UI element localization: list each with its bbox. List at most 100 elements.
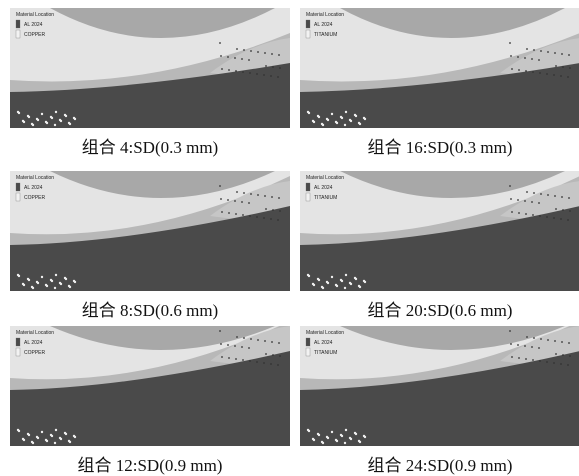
jet-particle: [234, 200, 236, 202]
jet-particle: [526, 48, 528, 50]
jet-particle: [509, 42, 511, 44]
jet-particle: [525, 70, 527, 72]
jet-particle: [221, 68, 223, 70]
jet-particle: [359, 123, 361, 125]
jet-particle: [327, 119, 329, 121]
jet-particle: [341, 435, 343, 437]
jet-particle: [327, 282, 329, 284]
jet-particle: [234, 57, 236, 59]
jet-particle: [263, 217, 265, 219]
jet-particle: [51, 280, 53, 282]
jet-particle: [518, 69, 520, 71]
jet-particle: [270, 75, 272, 77]
jet-particle: [264, 52, 266, 54]
jet-particle: [344, 124, 346, 126]
legend-swatch: [306, 183, 310, 191]
jet-particle: [41, 431, 43, 433]
legend-swatch: [306, 348, 310, 356]
jet-particle: [249, 360, 251, 362]
jet-particle: [46, 285, 48, 287]
legend-swatch: [306, 20, 310, 28]
jet-particle: [569, 210, 571, 212]
jet-particle: [250, 338, 252, 340]
jet-particle: [345, 429, 347, 431]
jet-particle: [220, 55, 222, 57]
jet-particle: [560, 75, 562, 77]
jet-particle: [313, 121, 315, 123]
jet-particle: [569, 67, 571, 69]
jet-particle: [336, 440, 338, 442]
jet-particle: [37, 437, 39, 439]
caption: 组合 4:SD(0.3 mm): [10, 133, 290, 158]
jet-particle: [539, 215, 541, 217]
legend-item: TITANIUM: [314, 350, 337, 356]
jet-particle: [242, 214, 244, 216]
jet-particle: [525, 358, 527, 360]
jet-particle: [236, 191, 238, 193]
jet-particle: [525, 213, 527, 215]
jet-particle: [54, 287, 56, 289]
caption: 组合 12:SD(0.9 mm): [10, 451, 290, 476]
jet-particle: [257, 194, 259, 196]
jet-particle: [322, 287, 324, 289]
jet-particle: [518, 212, 520, 214]
jet-particle: [249, 72, 251, 74]
jet-particle: [547, 339, 549, 341]
jet-particle: [55, 111, 57, 113]
jet-particle: [540, 50, 542, 52]
jet-particle: [55, 429, 57, 431]
simulation-image: Material LocationAL 2024TITANIUM: [300, 8, 579, 128]
legend-item: AL 2024: [24, 340, 43, 346]
jet-particle: [341, 117, 343, 119]
jet-particle: [553, 362, 555, 364]
jet-particle: [364, 118, 366, 120]
jet-particle: [23, 439, 25, 441]
jet-particle: [540, 193, 542, 195]
jet-particle: [524, 200, 526, 202]
jet-particle: [37, 282, 39, 284]
panel: Material LocationAL 2024COPPER组合 8:SD(0.…: [10, 171, 290, 321]
jet-particle: [561, 196, 563, 198]
jet-particle: [555, 65, 557, 67]
jet-particle: [272, 66, 274, 68]
jet-particle: [554, 340, 556, 342]
legend-item: COPPER: [24, 195, 46, 201]
legend-title: Material Location: [306, 12, 344, 18]
jet-particle: [355, 433, 357, 435]
jet-particle: [221, 356, 223, 358]
jet-particle: [509, 185, 511, 187]
jet-particle: [531, 58, 533, 60]
legend-item: TITANIUM: [314, 32, 337, 38]
jet-particle: [18, 275, 20, 277]
jet-particle: [241, 201, 243, 203]
jet-particle: [271, 196, 273, 198]
jet-particle: [533, 337, 535, 339]
jet-particle: [18, 430, 20, 432]
jet-particle: [257, 339, 259, 341]
jet-particle: [270, 363, 272, 365]
jet-particle: [249, 215, 251, 217]
jet-particle: [220, 343, 222, 345]
jet-particle: [345, 274, 347, 276]
jet-particle: [524, 345, 526, 347]
jet-particle: [555, 208, 557, 210]
jet-particle: [518, 357, 520, 359]
jet-particle: [562, 209, 564, 211]
jet-particle: [60, 283, 62, 285]
caption: 组合 24:SD(0.9 mm): [300, 451, 579, 476]
jet-particle: [532, 359, 534, 361]
jet-particle: [561, 341, 563, 343]
jet-particle: [74, 281, 76, 283]
jet-particle: [510, 198, 512, 200]
jet-particle: [23, 284, 25, 286]
figure: Material Location AL 2024 COPPER 组合 4:SD(0.…: [0, 0, 579, 471]
jet-particle: [322, 442, 324, 444]
jet-particle: [264, 195, 266, 197]
jet-particle: [538, 347, 540, 349]
jet-particle: [350, 438, 352, 440]
jet-particle: [278, 197, 280, 199]
jet-particle: [327, 437, 329, 439]
jet-particle: [531, 201, 533, 203]
jet-particle: [227, 199, 229, 201]
caption: 组合 16:SD(0.3 mm): [300, 133, 579, 158]
